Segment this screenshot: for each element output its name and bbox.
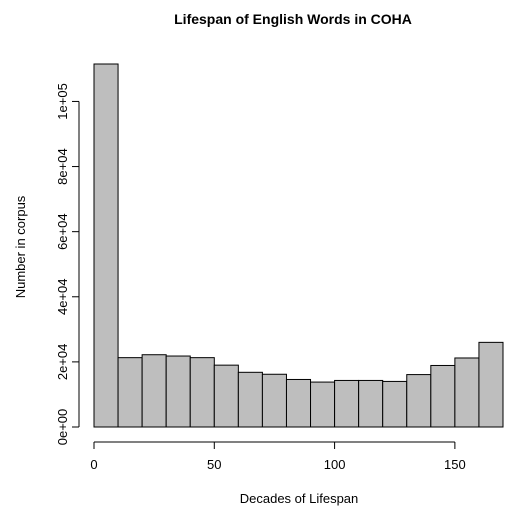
histogram-bar-2 [141, 354, 167, 428]
histogram-bar-16 [478, 341, 504, 428]
histogram-bar-14 [430, 364, 456, 428]
y-axis: 0e+00 2e+04 4e+04 6e+04 8e+04 1e+05 [55, 83, 80, 446]
bars-group [93, 63, 504, 428]
y-tick-label: 6e+04 [55, 213, 70, 250]
y-tick-label: 0e+00 [55, 409, 70, 446]
y-tick-label: 4e+04 [55, 279, 70, 316]
histogram-bar-15 [454, 357, 480, 428]
x-tick-label: 50 [207, 457, 221, 472]
x-axis: 0 50 100 150 [90, 441, 466, 472]
chart-title: Lifespan of English Words in COHA [174, 11, 412, 27]
histogram-bar-5 [213, 364, 239, 428]
histogram-bar-8 [285, 378, 312, 428]
histogram-bar-4 [189, 357, 215, 428]
x-tick-label: 100 [324, 457, 346, 472]
histogram-bar-9 [310, 381, 336, 428]
y-tick-label: 1e+05 [55, 83, 70, 120]
histogram-bar-3 [165, 355, 191, 428]
histogram-bar-1 [117, 357, 143, 428]
histogram-bar-11 [358, 379, 384, 428]
histogram-bar-6 [237, 371, 263, 428]
histogram-bar-0 [93, 63, 119, 428]
histogram-bar-12 [382, 380, 408, 428]
histogram-bar-7 [261, 373, 287, 428]
histogram-bar-10 [334, 379, 360, 428]
x-tick-label: 150 [444, 457, 466, 472]
y-tick-label: 2e+04 [55, 344, 70, 381]
x-axis-label: Decades of Lifespan [240, 491, 359, 506]
y-tick-label: 8e+04 [55, 148, 70, 185]
y-axis-label: Number in corpus [13, 195, 28, 298]
x-tick-label: 0 [90, 457, 97, 472]
histogram-bar-13 [406, 374, 432, 428]
